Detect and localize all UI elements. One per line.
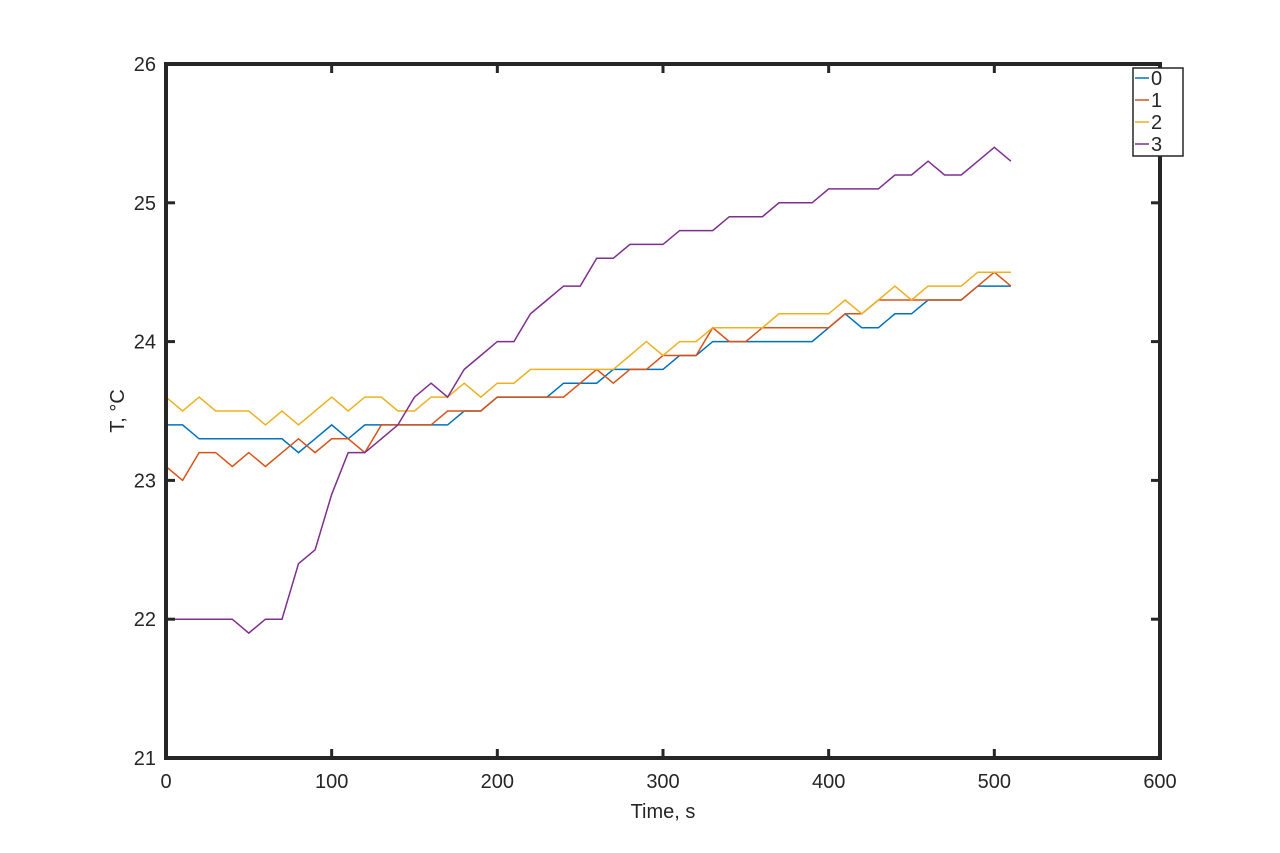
x-tick-label: 400 xyxy=(812,771,845,793)
x-tick-label: 0 xyxy=(160,771,171,793)
legend-box xyxy=(1132,67,1184,157)
x-axis-title: Time, s xyxy=(631,801,696,823)
series-line-3 xyxy=(166,146,1012,635)
y-tick-label: 22 xyxy=(134,609,156,631)
plot-frame xyxy=(164,62,1162,760)
legend-label-3: 3 xyxy=(1151,134,1162,156)
y-tick-label: 25 xyxy=(134,193,156,215)
series-layer xyxy=(165,146,1012,635)
legend-label-0: 0 xyxy=(1151,68,1162,90)
y-tick-label: 21 xyxy=(134,748,156,770)
y-axis-title: T, °C xyxy=(107,389,129,433)
y-tick-label: 23 xyxy=(134,470,156,492)
y-tick-label: 24 xyxy=(134,332,156,354)
plot-area xyxy=(166,64,1160,758)
series-line-2 xyxy=(165,271,1011,426)
x-tick-label: 600 xyxy=(1143,771,1176,793)
x-tick-label: 100 xyxy=(315,771,348,793)
x-tick-label: 200 xyxy=(481,771,514,793)
x-tick-label: 300 xyxy=(646,771,679,793)
y-tick-label: 26 xyxy=(134,54,156,76)
legend-label-2: 2 xyxy=(1151,112,1162,134)
legend-label-1: 1 xyxy=(1151,90,1162,112)
x-tick-label: 500 xyxy=(978,771,1011,793)
